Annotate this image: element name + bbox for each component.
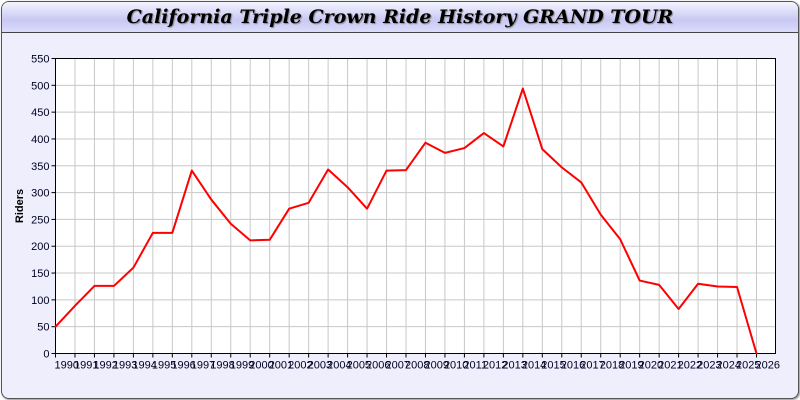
data-points bbox=[54, 87, 758, 355]
data-point bbox=[152, 232, 154, 234]
x-tick-label: 2004 bbox=[327, 360, 351, 372]
x-tick-label: 2019 bbox=[619, 360, 643, 372]
y-tick-label: 450 bbox=[31, 107, 49, 119]
data-point bbox=[132, 266, 135, 269]
x-ticks: 1990199119921993199419951996199719981999… bbox=[55, 353, 780, 372]
data-point bbox=[522, 87, 524, 90]
x-tick-label: 2011 bbox=[463, 360, 487, 372]
y-tick-label: 400 bbox=[31, 134, 49, 146]
y-tick-label: 50 bbox=[37, 322, 49, 334]
data-point bbox=[463, 147, 466, 149]
x-tick-label: 2022 bbox=[678, 360, 702, 372]
plot-frame bbox=[55, 58, 776, 354]
chart-title: California Triple Crown Ride History GRA… bbox=[126, 6, 674, 28]
data-point bbox=[346, 186, 349, 189]
x-tick-label: 2002 bbox=[288, 360, 312, 372]
data-point bbox=[307, 201, 310, 204]
data-point bbox=[697, 282, 699, 285]
x-tick-label: 2008 bbox=[405, 360, 429, 372]
title-bar: California Triple Crown Ride History GRA… bbox=[2, 2, 798, 33]
x-tick-label: 2021 bbox=[658, 360, 682, 372]
x-tick-label: 1996 bbox=[171, 360, 195, 372]
x-tick-label: 2001 bbox=[269, 360, 293, 372]
data-point bbox=[210, 198, 213, 201]
x-tick-label: 1999 bbox=[230, 360, 254, 372]
data-point bbox=[191, 169, 193, 172]
x-tick-label: 1992 bbox=[93, 360, 117, 372]
data-point bbox=[638, 279, 641, 282]
data-point bbox=[736, 286, 738, 288]
data-point bbox=[560, 166, 563, 169]
data-point bbox=[405, 169, 407, 171]
data-point bbox=[229, 222, 232, 225]
x-tick-label: 2000 bbox=[249, 360, 273, 372]
x-tick-label: 2023 bbox=[697, 360, 721, 372]
plot-area bbox=[55, 58, 776, 354]
y-tick-label: 500 bbox=[31, 80, 49, 92]
y-tick-label: 200 bbox=[31, 241, 49, 253]
data-point bbox=[249, 239, 252, 242]
grid bbox=[55, 58, 776, 354]
y-ticks: 0 50 100 150 200 250 300 350 400 450 500 550 bbox=[31, 54, 56, 361]
data-point bbox=[658, 284, 660, 286]
data-point bbox=[268, 238, 271, 241]
data-point bbox=[483, 132, 485, 134]
data-point bbox=[716, 285, 719, 288]
data-point bbox=[619, 238, 621, 241]
x-tick-label: 2005 bbox=[347, 360, 371, 372]
y-tick-label: 100 bbox=[31, 295, 49, 307]
data-point bbox=[327, 168, 329, 171]
x-tick-label: 2012 bbox=[483, 360, 507, 372]
x-tick-label: 2024 bbox=[717, 360, 741, 372]
x-tick-label: 2014 bbox=[522, 360, 546, 372]
x-tick-label: 2017 bbox=[580, 360, 604, 372]
data-point bbox=[755, 352, 758, 355]
x-tick-label: 2025 bbox=[736, 360, 760, 372]
y-tick-label: 550 bbox=[31, 54, 49, 66]
x-tick-label: 2016 bbox=[561, 360, 585, 372]
x-tick-label: 2015 bbox=[541, 360, 565, 372]
x-tick-label: 2018 bbox=[600, 360, 624, 372]
data-point bbox=[444, 152, 446, 154]
x-tick-label: 2026 bbox=[756, 360, 780, 372]
x-tick-label: 2007 bbox=[386, 360, 410, 372]
x-tick-label: 2020 bbox=[639, 360, 663, 372]
x-tick-label: 1997 bbox=[191, 360, 215, 372]
data-point bbox=[113, 285, 115, 287]
x-tick-label: 1998 bbox=[210, 360, 234, 372]
y-tick-label: 150 bbox=[31, 268, 49, 280]
x-tick-label: 1993 bbox=[113, 360, 137, 372]
x-tick-label: 2009 bbox=[424, 360, 448, 372]
data-point bbox=[424, 141, 427, 144]
data-point bbox=[54, 325, 57, 328]
data-point bbox=[366, 207, 368, 210]
y-tick-label: 0 bbox=[43, 349, 49, 361]
data-point bbox=[74, 304, 76, 307]
data-point bbox=[288, 207, 290, 210]
x-tick-label: 1990 bbox=[55, 360, 79, 372]
x-tick-label: 2006 bbox=[366, 360, 390, 372]
x-tick-label: 1991 bbox=[74, 360, 98, 372]
x-tick-label: 2010 bbox=[444, 360, 468, 372]
data-point bbox=[541, 148, 544, 150]
data-point bbox=[599, 213, 602, 216]
x-tick-label: 1994 bbox=[132, 360, 156, 372]
y-tick-label: 350 bbox=[31, 161, 49, 173]
x-tick-label: 2003 bbox=[308, 360, 332, 372]
y-tick-label: 250 bbox=[31, 214, 49, 226]
y-tick-label: 300 bbox=[31, 188, 49, 200]
data-point bbox=[677, 308, 680, 310]
data-point bbox=[93, 285, 96, 287]
y-axis-label: Riders bbox=[14, 189, 26, 223]
data-point bbox=[580, 181, 583, 184]
data-point bbox=[171, 232, 174, 234]
x-tick-label: 1995 bbox=[152, 360, 176, 372]
x-tick-label: 2013 bbox=[502, 360, 526, 372]
data-point bbox=[502, 145, 505, 148]
data-point bbox=[385, 169, 388, 172]
